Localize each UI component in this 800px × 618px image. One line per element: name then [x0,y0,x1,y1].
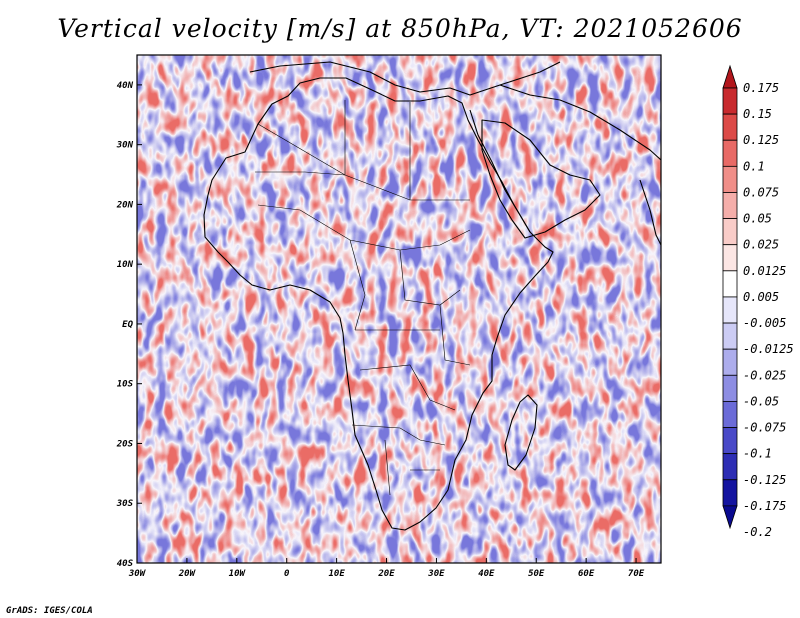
colorbar-segment [722,453,738,481]
colorbar-segment [722,192,738,219]
colorbar-segment [722,244,738,272]
lat-tick-label: 10N [117,260,134,270]
colorbar-label: -0.2 [743,525,772,539]
lon-tick-label: 10E [328,569,345,579]
lon-tick-label: 30W [128,569,147,579]
colorbar-label: 0.075 [743,185,779,199]
lat-tick-label: 30N [116,141,134,151]
lat-tick-label: 20S [116,439,134,449]
colorbar-label: -0.075 [743,421,786,435]
colorbar-segment [722,113,738,141]
lat-tick-label: 40N [117,81,134,91]
arabian-peninsula [481,119,601,239]
colorbar-label: 0.05 [743,212,772,226]
colorbar-label: 0.025 [743,238,779,252]
lat-tick-label: 30S [116,499,134,509]
lat-tick-label: EQ [122,320,133,330]
colorbar-segment [722,322,738,350]
colorbar-label: -0.005 [743,316,786,330]
lon-tick-label: 10W [229,569,247,579]
credit-text: GrADS: IGES/COLA [6,606,93,616]
country-borders [255,100,471,496]
europe-coast [249,61,561,96]
latitude-axis: 40N 30N 20N 10N EQ 10S 20S 30S 40S [116,81,142,569]
colorbar-segment [722,218,738,246]
lon-tick-label: 60E [578,569,595,579]
map-title: Vertical velocity [m/s] at 850hPa, VT: 2… [57,14,743,43]
colorbar-segment [722,165,738,193]
colorbar-label: -0.05 [743,394,779,408]
colorbar-segment [722,479,738,507]
map-frame [136,54,662,564]
red-sea-coast [469,109,531,233]
colorbar-bottom-arrow [722,505,738,530]
lon-tick-label: 50E [528,569,545,579]
velocity-field [137,55,661,563]
colorbar-label: -0.025 [743,368,786,382]
colorbar-segment [722,401,738,428]
colorbar-label: 0.175 [743,81,779,95]
lon-tick-label: 0 [284,569,290,579]
colorbar-segment [722,427,738,455]
lon-tick-label: 20W [178,569,197,579]
colorbar-top-arrow [722,64,738,89]
africa-coastline [203,77,554,531]
lat-tick-label: 40S [117,559,134,569]
lon-tick-label: 70E [628,569,645,579]
colorbar: 0.175 0.15 0.125 0.1 0.075 0.05 0.025 0.0125 0.0… [722,64,794,539]
longitude-axis: 30W 20W 10W 0 10E 20E 30E 40E 50E 60E 70E [128,558,645,579]
colorbar-label: -0.0125 [743,342,794,356]
colorbar-label: 0.15 [743,107,772,121]
colorbar-label: 0.1 [743,159,765,173]
colorbar-label: -0.1 [743,447,772,461]
middle-east [499,84,661,161]
india-coast [639,179,661,246]
colorbar-segment [722,139,738,167]
colorbar-segment [722,87,738,115]
colorbar-segment [722,348,738,376]
lat-tick-label: 20N [116,200,134,210]
colorbar-label: 0.125 [743,133,779,147]
colorbar-label: 0.005 [743,290,779,304]
lon-tick-label: 20E [377,569,395,579]
lat-tick-label: 10S [117,380,134,390]
madagascar [504,394,538,471]
lon-tick-label: 30E [427,569,445,579]
colorbar-label: 0.0125 [743,264,786,278]
colorbar-label: -0.175 [743,499,786,513]
coastlines [203,61,661,531]
colorbar-label: -0.125 [743,473,786,487]
colorbar-segment [722,296,738,324]
colorbar-segment [722,374,738,402]
lon-tick-label: 40E [478,569,495,579]
colorbar-segment [722,270,738,298]
